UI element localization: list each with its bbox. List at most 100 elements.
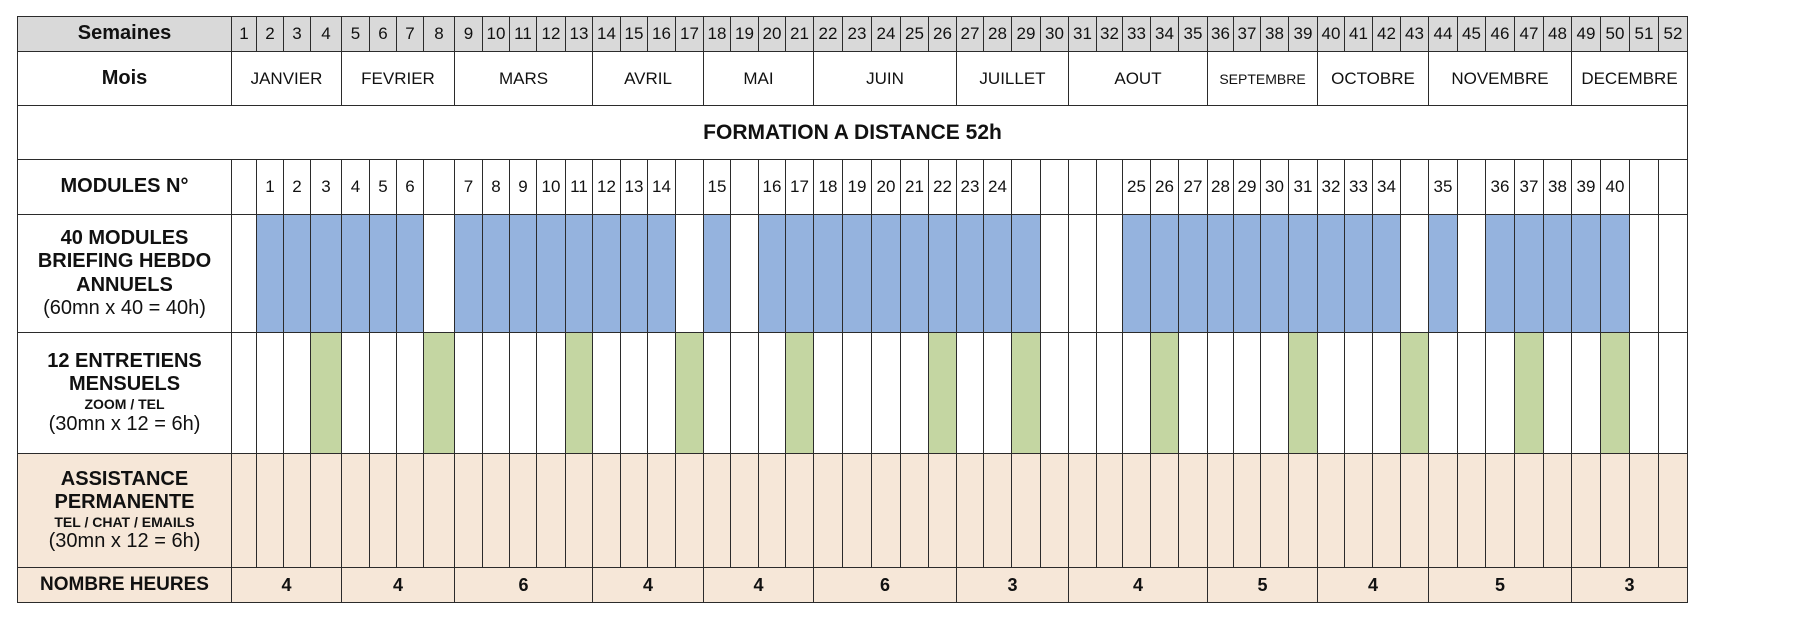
week-header-cell: 28 <box>983 16 1012 52</box>
entretiens-week-cell <box>1178 332 1208 454</box>
entretiens-week-cell <box>647 332 676 454</box>
briefing-week-cell <box>785 214 814 333</box>
assistance-week-cell <box>1096 453 1123 568</box>
assistance-week-cell <box>983 453 1012 568</box>
module-number-cell: 40 <box>1600 159 1630 215</box>
week-header-cell: 33 <box>1122 16 1151 52</box>
module-number-cell: 15 <box>703 159 731 215</box>
week-header-cell: 21 <box>785 16 814 52</box>
assistance-week-cell <box>1233 453 1261 568</box>
assistance-week-cell <box>647 453 676 568</box>
assistance-week-cell <box>928 453 957 568</box>
month-hours-cell: 3 <box>956 567 1069 603</box>
assistance-week-cell <box>1400 453 1429 568</box>
module-number-cell <box>1040 159 1069 215</box>
module-number-cell: 25 <box>1122 159 1151 215</box>
assistance-week-cell <box>813 453 843 568</box>
week-header-cell: 37 <box>1233 16 1261 52</box>
assistance-label-line: ASSISTANCE <box>60 467 189 490</box>
module-number-cell: 26 <box>1150 159 1179 215</box>
entretiens-week-cell <box>369 332 397 454</box>
briefing-week-cell <box>928 214 957 333</box>
module-number-cell: 8 <box>482 159 510 215</box>
assistance-week-cell <box>785 453 814 568</box>
assistance-week-cell <box>1260 453 1289 568</box>
briefing-week-cell <box>647 214 676 333</box>
formation-title: FORMATION A DISTANCE 52h <box>17 105 1688 160</box>
entretiens-week-cell <box>871 332 901 454</box>
week-header-cell: 42 <box>1372 16 1401 52</box>
entretiens-week-cell <box>1658 332 1688 454</box>
module-number-cell: 24 <box>983 159 1012 215</box>
entretiens-week-cell <box>785 332 814 454</box>
assistance-week-cell <box>283 453 311 568</box>
assistance-week-cell <box>703 453 731 568</box>
entretiens-detail: (30mn x 12 = 6h) <box>48 412 201 435</box>
week-header-cell: 46 <box>1485 16 1515 52</box>
entretiens-week-cell <box>1543 332 1572 454</box>
week-header-cell: 36 <box>1207 16 1234 52</box>
briefing-row: 40 MODULES BRIEFING HEBDO ANNUELS (60mn … <box>17 214 1688 333</box>
entretiens-week-cell <box>1372 332 1401 454</box>
module-number-cell: 30 <box>1260 159 1289 215</box>
entretiens-week-cell <box>983 332 1012 454</box>
month-cell: JUIN <box>813 51 957 106</box>
briefing-week-cell <box>1372 214 1401 333</box>
week-header-cell: 16 <box>647 16 676 52</box>
module-number-cell <box>1096 159 1123 215</box>
week-header-cell: 23 <box>842 16 872 52</box>
assistance-label-line: PERMANENTE <box>54 490 195 513</box>
semaines-label: Semaines <box>17 16 232 52</box>
modules-label: MODULES N° <box>17 159 232 215</box>
briefing-week-cell <box>1011 214 1041 333</box>
month-cell: MAI <box>703 51 814 106</box>
assistance-week-cell <box>1629 453 1659 568</box>
entretiens-row: 12 ENTRETIENS MENSUELS ZOOM / TEL (30mn … <box>17 332 1688 454</box>
month-cell: NOVEMBRE <box>1428 51 1572 106</box>
module-number-cell: 29 <box>1233 159 1261 215</box>
entretiens-label-line: 12 ENTRETIENS <box>47 350 202 373</box>
week-header-cell: 19 <box>730 16 759 52</box>
briefing-week-cell <box>620 214 648 333</box>
entretiens-label: 12 ENTRETIENS MENSUELS ZOOM / TEL (30mn … <box>17 332 232 454</box>
briefing-week-cell <box>1400 214 1429 333</box>
week-header-cell: 11 <box>509 16 537 52</box>
week-header-cell: 5 <box>341 16 370 52</box>
entretiens-week-cell <box>1096 332 1123 454</box>
assistance-week-cell <box>256 453 284 568</box>
week-header-cell: 27 <box>956 16 984 52</box>
week-header-cell: 47 <box>1514 16 1544 52</box>
week-header-cell: 14 <box>592 16 621 52</box>
entretiens-week-cell <box>1600 332 1630 454</box>
module-number-cell <box>1658 159 1688 215</box>
week-header-cell: 50 <box>1600 16 1630 52</box>
entretiens-week-cell <box>1629 332 1659 454</box>
briefing-week-cell <box>1096 214 1123 333</box>
entretiens-week-cell <box>730 332 759 454</box>
assistance-week-cell <box>730 453 759 568</box>
week-header-cell: 2 <box>256 16 284 52</box>
assistance-week-cell <box>956 453 984 568</box>
assistance-sub: TEL / CHAT / EMAILS <box>54 513 195 530</box>
briefing-week-cell <box>536 214 566 333</box>
month-hours-cell: 6 <box>813 567 957 603</box>
month-hours-cell: 4 <box>341 567 455 603</box>
module-number-cell: 31 <box>1288 159 1318 215</box>
briefing-week-cell <box>842 214 872 333</box>
month-cell: DECEMBRE <box>1571 51 1688 106</box>
briefing-label-line: ANNUELS <box>76 273 173 296</box>
briefing-week-cell <box>1122 214 1151 333</box>
entretiens-week-cell <box>509 332 537 454</box>
entretiens-week-cell <box>1040 332 1069 454</box>
week-header-cell: 32 <box>1096 16 1123 52</box>
month-hours-cell: 4 <box>1068 567 1208 603</box>
week-header-cell: 26 <box>928 16 957 52</box>
module-number-cell: 20 <box>871 159 901 215</box>
month-cell: FEVRIER <box>341 51 455 106</box>
briefing-week-cell <box>1260 214 1289 333</box>
assistance-week-cell <box>1207 453 1234 568</box>
assistance-week-cell <box>900 453 929 568</box>
month-hours-cell: 4 <box>703 567 814 603</box>
module-number-cell: 34 <box>1372 159 1401 215</box>
